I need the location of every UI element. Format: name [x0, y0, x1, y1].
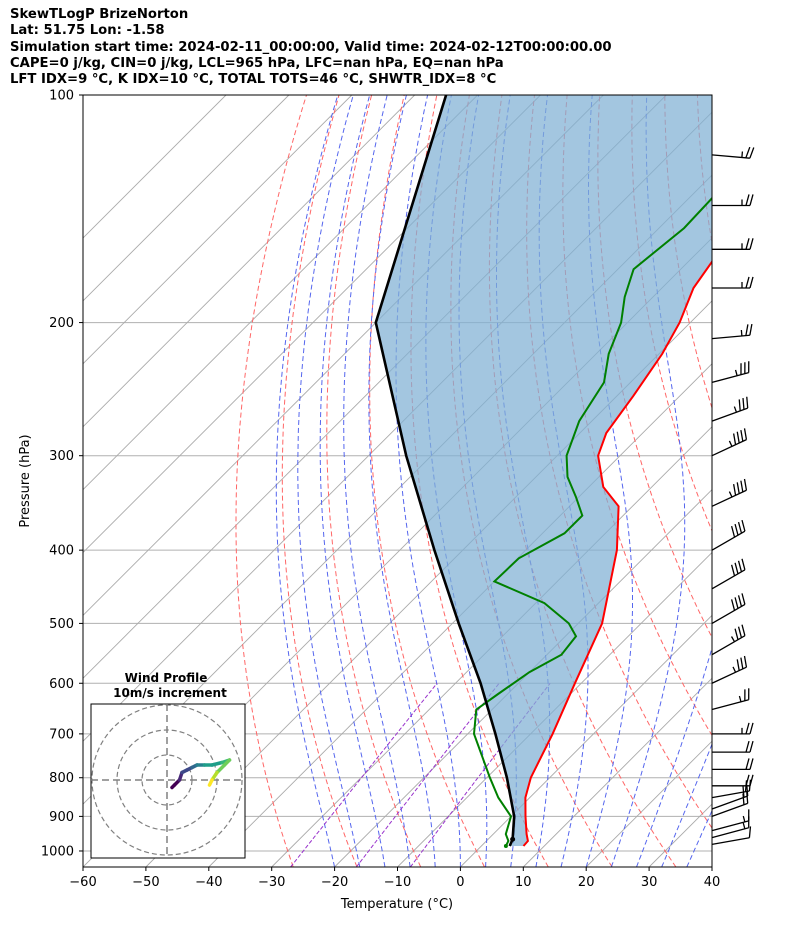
- mixing-ratio-line: [290, 682, 438, 867]
- title-line-1: SkewTLogP BrizeNorton: [10, 7, 189, 22]
- wind-barb: [711, 428, 748, 457]
- wind-barb: [712, 774, 754, 787]
- wind-barb: [712, 722, 754, 735]
- x-tick-label: 0: [456, 875, 464, 890]
- wind-barb: [712, 276, 754, 289]
- moist-adiabat: [661, 742, 712, 867]
- dry-adiabat: [369, 95, 485, 867]
- x-tick-label: −40: [195, 875, 222, 890]
- dewpoint-line: [472, 196, 712, 847]
- wind-barb: [712, 740, 754, 753]
- cin-shading: [375, 95, 712, 846]
- wind-barb: [711, 478, 748, 507]
- wind-barbs: [711, 146, 755, 845]
- wind-barb: [712, 238, 754, 250]
- surface-dewpoint-marker: [503, 844, 508, 849]
- isotherm-line: [334, 488, 712, 867]
- profile-lines: [374, 95, 712, 849]
- moist-adiabat: [319, 95, 386, 867]
- isotherm-line: [83, 95, 416, 428]
- isotherm-line: [711, 866, 712, 867]
- y-tick-label: 200: [49, 316, 74, 331]
- hodograph-segment: [215, 763, 227, 775]
- mixing-ratio-line: [355, 682, 500, 867]
- axes: −60 −50 −40 −30 −20 −10 0 10 20 30 40 1000 900 800 700…: [41, 89, 720, 891]
- hodograph-title-2: 10m/s increment: [113, 686, 227, 700]
- x-tick-label: 30: [641, 875, 658, 890]
- wind-barb: [711, 323, 753, 340]
- moist-adiabat: [636, 646, 712, 867]
- x-axis-label: Temperature (°C): [340, 897, 453, 912]
- isotherm-line: [271, 426, 712, 867]
- wind-barb: [711, 688, 750, 711]
- wind-barb: [711, 791, 749, 818]
- wind-barb: [711, 396, 749, 422]
- x-tick-label: 10: [515, 875, 532, 890]
- y-tick-label: 100: [49, 89, 74, 104]
- wind-barb: [711, 655, 748, 684]
- isotherm-line: [83, 95, 227, 239]
- title-line-2: Lat: 51.75 Lon: -1.58: [10, 23, 165, 39]
- dry-adiabat: [763, 95, 794, 867]
- moist-adiabat: [368, 95, 436, 867]
- y-tick-label: 600: [49, 677, 74, 692]
- dry-adiabat: [730, 95, 794, 867]
- x-tick-label: −50: [132, 875, 159, 890]
- title-line-3: Simulation start time: 2024-02-11_00:00:…: [10, 39, 612, 55]
- y-tick-label: 400: [49, 544, 74, 559]
- moist-adiabat: [686, 809, 712, 867]
- hodograph-frame: [90, 703, 246, 859]
- y-tick-label: 700: [49, 727, 74, 742]
- y-tick-label: 500: [49, 617, 74, 632]
- wind-barb: [711, 558, 746, 590]
- title-line-4: CAPE=0 j/kg, CIN=0 j/kg, LCL=965 hPa, LF…: [10, 55, 504, 71]
- parcel-line: [374, 95, 516, 847]
- wind-barb: [711, 146, 755, 159]
- hodograph-segment: [207, 778, 214, 787]
- wind-barb: [711, 519, 746, 551]
- temperature-line: [522, 260, 712, 847]
- y-tick-label: 300: [49, 449, 74, 464]
- title-line-5: LFT IDX=9 °C, K IDX=10 °C, TOTAL TOTS=46…: [10, 72, 497, 88]
- wind-barb: [712, 194, 754, 207]
- x-tick-label: −60: [69, 875, 96, 890]
- hodograph-inset: [90, 703, 246, 859]
- x-tick-label: −30: [258, 875, 285, 890]
- x-tick-label: 20: [578, 875, 595, 890]
- isotherm-line: [460, 614, 712, 867]
- wind-barb: [711, 779, 752, 799]
- chart-header: SkewTLogP BrizeNorton Lat: 51.75 Lon: -1…: [10, 7, 612, 88]
- isotherm-line: [83, 95, 478, 491]
- x-tick-label: −20: [321, 875, 348, 890]
- isotherm-line: [522, 677, 712, 867]
- hodograph-title-1: Wind Profile: [125, 671, 208, 685]
- moist-adiabat: [297, 95, 361, 867]
- wind-barb: [711, 624, 746, 656]
- moist-adiabat: [610, 95, 686, 867]
- isotherm-line: [83, 95, 290, 302]
- wind-barb: [711, 361, 750, 384]
- x-tick-label: −10: [384, 875, 411, 890]
- y-tick-label: 900: [49, 810, 74, 825]
- y-tick-label: 1000: [41, 844, 74, 859]
- cin-fill-area: [375, 95, 712, 846]
- dry-adiabat: [235, 95, 307, 867]
- y-tick-label: 800: [49, 771, 74, 786]
- moist-adiabat: [275, 95, 339, 867]
- dry-adiabat: [281, 95, 358, 867]
- wind-barb: [711, 816, 750, 839]
- moist-adiabat: [343, 95, 411, 867]
- x-tick-label: 40: [704, 875, 721, 890]
- wind-barb: [711, 826, 752, 845]
- wind-barb: [711, 593, 746, 624]
- wind-barb: [711, 809, 750, 832]
- y-axis-label: Pressure (hPa): [18, 434, 33, 527]
- lcl-marker: [510, 836, 516, 842]
- dry-adiabat: [326, 95, 422, 867]
- moist-adiabat: [711, 865, 712, 867]
- isotherm-line: [83, 95, 353, 365]
- wind-barb: [712, 758, 754, 771]
